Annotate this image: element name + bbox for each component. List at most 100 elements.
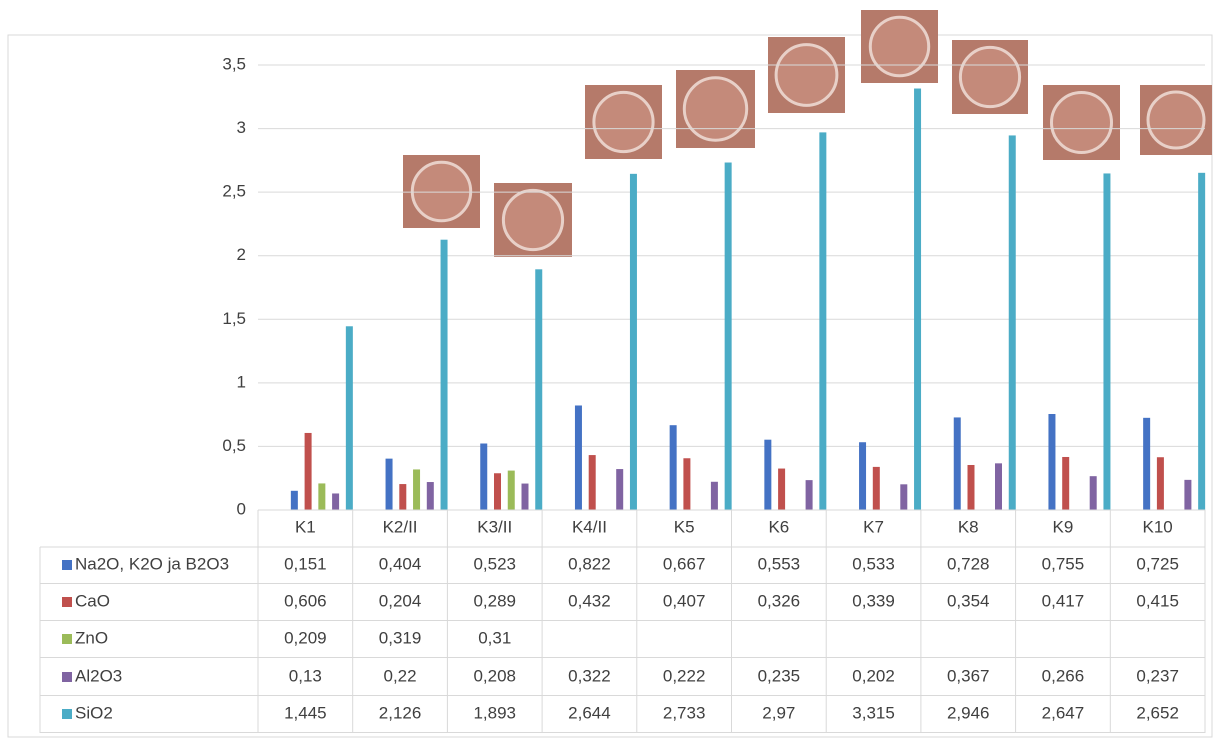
- x-tick-label: K2/II: [383, 517, 418, 536]
- y-tick-label: 1,5: [222, 309, 246, 328]
- x-tick-label: K7: [863, 517, 884, 536]
- tile-photo: [676, 70, 755, 148]
- tile-photo: [768, 37, 845, 113]
- y-tick-label: 3,5: [222, 54, 246, 73]
- table-value: 0,237: [1136, 666, 1179, 685]
- table-value: 0,319: [379, 628, 422, 647]
- bar: [1103, 173, 1110, 510]
- photo-ring: [412, 162, 470, 220]
- photo-ring: [1148, 92, 1204, 148]
- bar: [332, 493, 339, 510]
- table-value: 0,204: [379, 591, 422, 610]
- table-value: 0,728: [947, 554, 990, 573]
- table-value: 0,339: [852, 591, 895, 610]
- legend-label: Na2O, K2O ja B2O3: [75, 554, 229, 573]
- photo-ring: [684, 78, 746, 140]
- legend-label: Al2O3: [75, 666, 122, 685]
- table-value: 0,407: [663, 591, 706, 610]
- photo-ring: [776, 45, 837, 106]
- tile-photo: [494, 183, 572, 257]
- table-value: 0,367: [947, 666, 990, 685]
- bar: [914, 89, 921, 510]
- x-tick-label: K3/II: [477, 517, 512, 536]
- page: {"chart_data": {"type": "bar", "categori…: [0, 0, 1221, 750]
- table-value: 0,725: [1136, 554, 1179, 573]
- bar: [318, 483, 325, 510]
- table-value: 1,445: [284, 703, 327, 722]
- table-value: 0,822: [568, 554, 611, 573]
- tile-photo: [1140, 85, 1212, 155]
- table-value: 2,97: [762, 703, 795, 722]
- legend-key: [62, 672, 72, 682]
- bar: [995, 463, 1002, 510]
- bar: [1198, 173, 1205, 510]
- bar: [386, 459, 393, 510]
- x-tick-label: K10: [1143, 517, 1173, 536]
- y-tick-label: 0,5: [222, 436, 246, 455]
- bar: [291, 491, 298, 510]
- bar: [1143, 418, 1150, 510]
- table-value: 0,326: [758, 591, 801, 610]
- table-value: 0,208: [473, 666, 516, 685]
- y-tick-label: 2,5: [222, 182, 246, 201]
- y-tick-label: 2: [237, 245, 246, 264]
- bar: [900, 484, 907, 510]
- table-value: 0,31: [478, 628, 511, 647]
- table-value: 1,893: [473, 703, 516, 722]
- y-tick-label: 3: [237, 118, 246, 137]
- bar: [725, 163, 732, 510]
- bar: [1090, 476, 1097, 510]
- bar: [575, 405, 582, 510]
- table-value: 0,13: [289, 666, 322, 685]
- bar: [413, 469, 420, 510]
- table-value: 0,151: [284, 554, 327, 573]
- photo-ring: [1052, 93, 1112, 153]
- table-value: 2,126: [379, 703, 422, 722]
- bar: [1062, 457, 1069, 510]
- bar: [819, 132, 826, 510]
- table-value: 2,652: [1136, 703, 1179, 722]
- bar: [1009, 135, 1016, 510]
- bar: [1157, 457, 1164, 510]
- table-value: 0,404: [379, 554, 422, 573]
- table-value: 0,415: [1136, 591, 1179, 610]
- bar: [968, 465, 975, 510]
- table-value: 0,667: [663, 554, 706, 573]
- legend-key: [62, 634, 72, 644]
- legend-key: [62, 560, 72, 570]
- table-value: 0,533: [852, 554, 895, 573]
- bar: [683, 458, 690, 510]
- table-value: 0,523: [473, 554, 516, 573]
- bar: [859, 442, 866, 510]
- table-value: 0,235: [758, 666, 801, 685]
- table-value: 0,432: [568, 591, 611, 610]
- table-value: 0,22: [384, 666, 417, 685]
- tile-photo: [585, 85, 662, 159]
- table-value: 2,946: [947, 703, 990, 722]
- bar: [508, 471, 515, 510]
- x-tick-label: K5: [674, 517, 695, 536]
- bar: [494, 473, 501, 510]
- photo-ring: [960, 47, 1019, 106]
- bar: [1184, 480, 1191, 510]
- x-tick-label: K9: [1053, 517, 1074, 536]
- table-value: 3,315: [852, 703, 895, 722]
- bar: [305, 433, 312, 510]
- photo-ring: [503, 190, 562, 249]
- bar: [480, 444, 487, 510]
- tile-photo: [952, 40, 1028, 114]
- bar: [764, 440, 771, 510]
- table-value: 2,733: [663, 703, 706, 722]
- legend-label: SiO2: [75, 703, 113, 722]
- table-value: 0,354: [947, 591, 990, 610]
- bar: [806, 480, 813, 510]
- tile-photo: [1043, 85, 1120, 160]
- table-value: 0,755: [1042, 554, 1085, 573]
- table-value: 0,553: [758, 554, 801, 573]
- tile-photo: [861, 10, 938, 83]
- bar: [670, 425, 677, 510]
- table-value: 0,209: [284, 628, 327, 647]
- bar: [711, 482, 718, 510]
- x-tick-label: K6: [768, 517, 789, 536]
- table-value: 0,202: [852, 666, 895, 685]
